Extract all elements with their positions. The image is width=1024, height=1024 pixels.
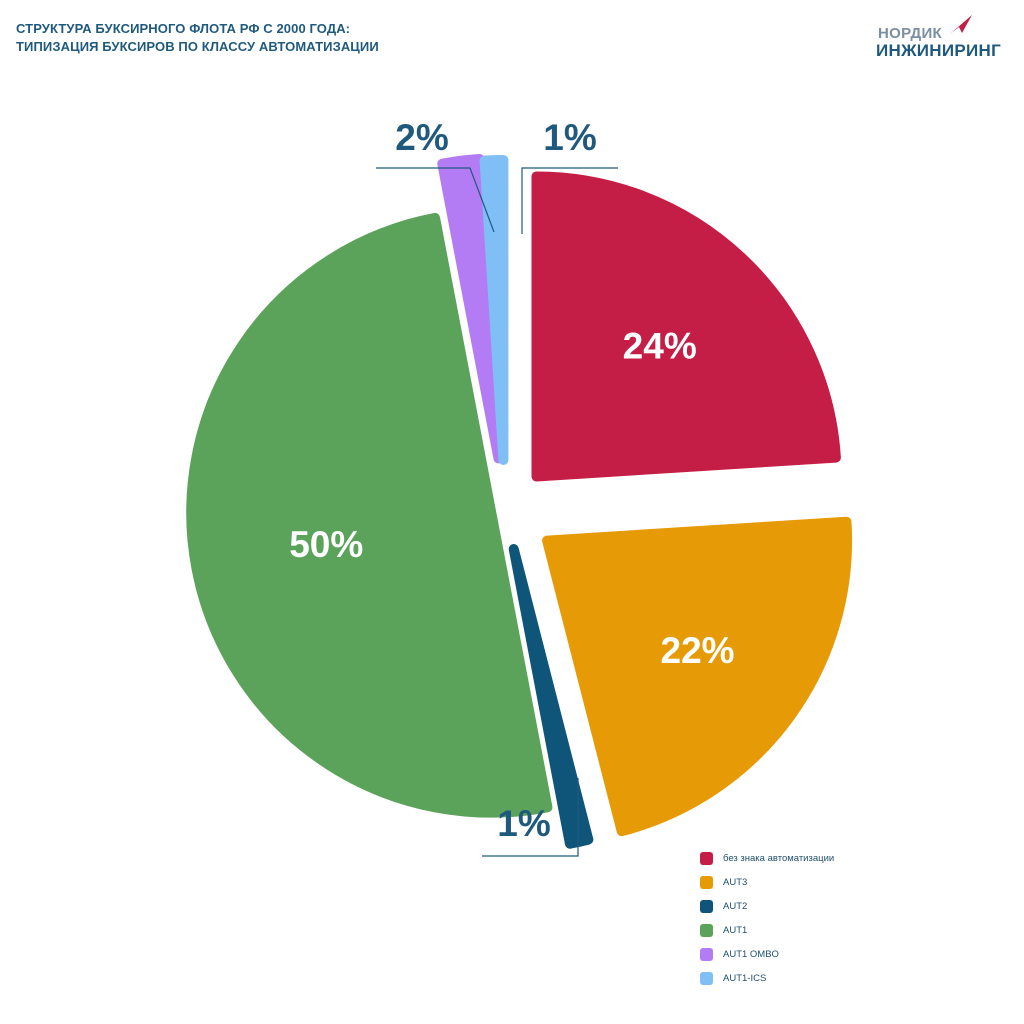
leader-line-aut1-ics bbox=[521, 167, 618, 234]
pie-slice-aut1 bbox=[186, 212, 553, 818]
logo-text-top: НОРДИК bbox=[878, 25, 942, 42]
chart-legend: без знака автоматизации AUT3 AUT2 AUT1 AUT1 … bbox=[700, 846, 834, 990]
legend-swatch bbox=[700, 923, 713, 937]
legend-label: без знака автоматизации bbox=[723, 852, 835, 864]
legend-item-aut1: AUT1 bbox=[700, 918, 834, 942]
pie-slice-aut2 bbox=[508, 544, 594, 849]
legend-label: AUT2 bbox=[723, 900, 748, 912]
pie-value-label-aut3: 22% bbox=[661, 630, 735, 671]
company-logo: НОРДИК ИНЖИНИРИНГ bbox=[876, 14, 1006, 64]
legend-item-aut1-ombo: AUT1 OMBO bbox=[700, 942, 834, 966]
chart-title-line-2: ТИПИЗАЦИЯ БУКСИРОВ ПО КЛАССУ АВТОМАТИЗАЦ… bbox=[16, 39, 379, 54]
logo-arrow-icon bbox=[950, 15, 972, 34]
legend-label: AUT3 bbox=[723, 876, 748, 888]
legend-swatch bbox=[700, 851, 713, 865]
legend-item-aut1-ics: AUT1-ICS bbox=[700, 966, 834, 990]
chart-title-line-1: СТРУКТУРА БУКСИРНОГО ФЛОТА РФ С 2000 ГОД… bbox=[16, 21, 351, 36]
legend-label: AUT1-ICS bbox=[723, 972, 767, 984]
legend-item-aut2: AUT2 bbox=[700, 894, 834, 918]
legend-swatch bbox=[700, 971, 713, 985]
legend-swatch bbox=[700, 875, 713, 889]
pie-slice-без-знака-автоматизации bbox=[531, 171, 841, 482]
legend-swatch bbox=[700, 899, 713, 913]
pie-value-label-aut1-ombo: 2% bbox=[395, 117, 448, 158]
legend-item-aut3: AUT3 bbox=[700, 870, 834, 894]
pie-slice-aut1-ombo bbox=[437, 154, 504, 464]
legend-swatch bbox=[700, 947, 713, 961]
logo-text-bottom: ИНЖИНИРИНГ bbox=[876, 41, 1002, 60]
chart-title: СТРУКТУРА БУКСИРНОГО ФЛОТА РФ С 2000 ГОД… bbox=[16, 20, 379, 56]
leader-line-aut2 bbox=[482, 778, 579, 857]
pie-value-label-без-знака-автоматизации: 24% bbox=[623, 325, 697, 366]
legend-label: AUT1 bbox=[723, 924, 748, 936]
legend-item-без-знака-автоматизации: без знака автоматизации bbox=[700, 846, 834, 870]
pie-value-label-aut1-ics: 1% bbox=[543, 117, 596, 158]
pie-value-label-aut2: 1% bbox=[497, 803, 550, 844]
pie-value-label-aut1: 50% bbox=[289, 524, 363, 565]
pie-slice-aut1-ics bbox=[479, 155, 509, 466]
pie-slice-aut3 bbox=[542, 516, 853, 837]
leader-line-aut1-ombo bbox=[376, 167, 495, 233]
legend-label: AUT1 OMBO bbox=[723, 948, 779, 960]
